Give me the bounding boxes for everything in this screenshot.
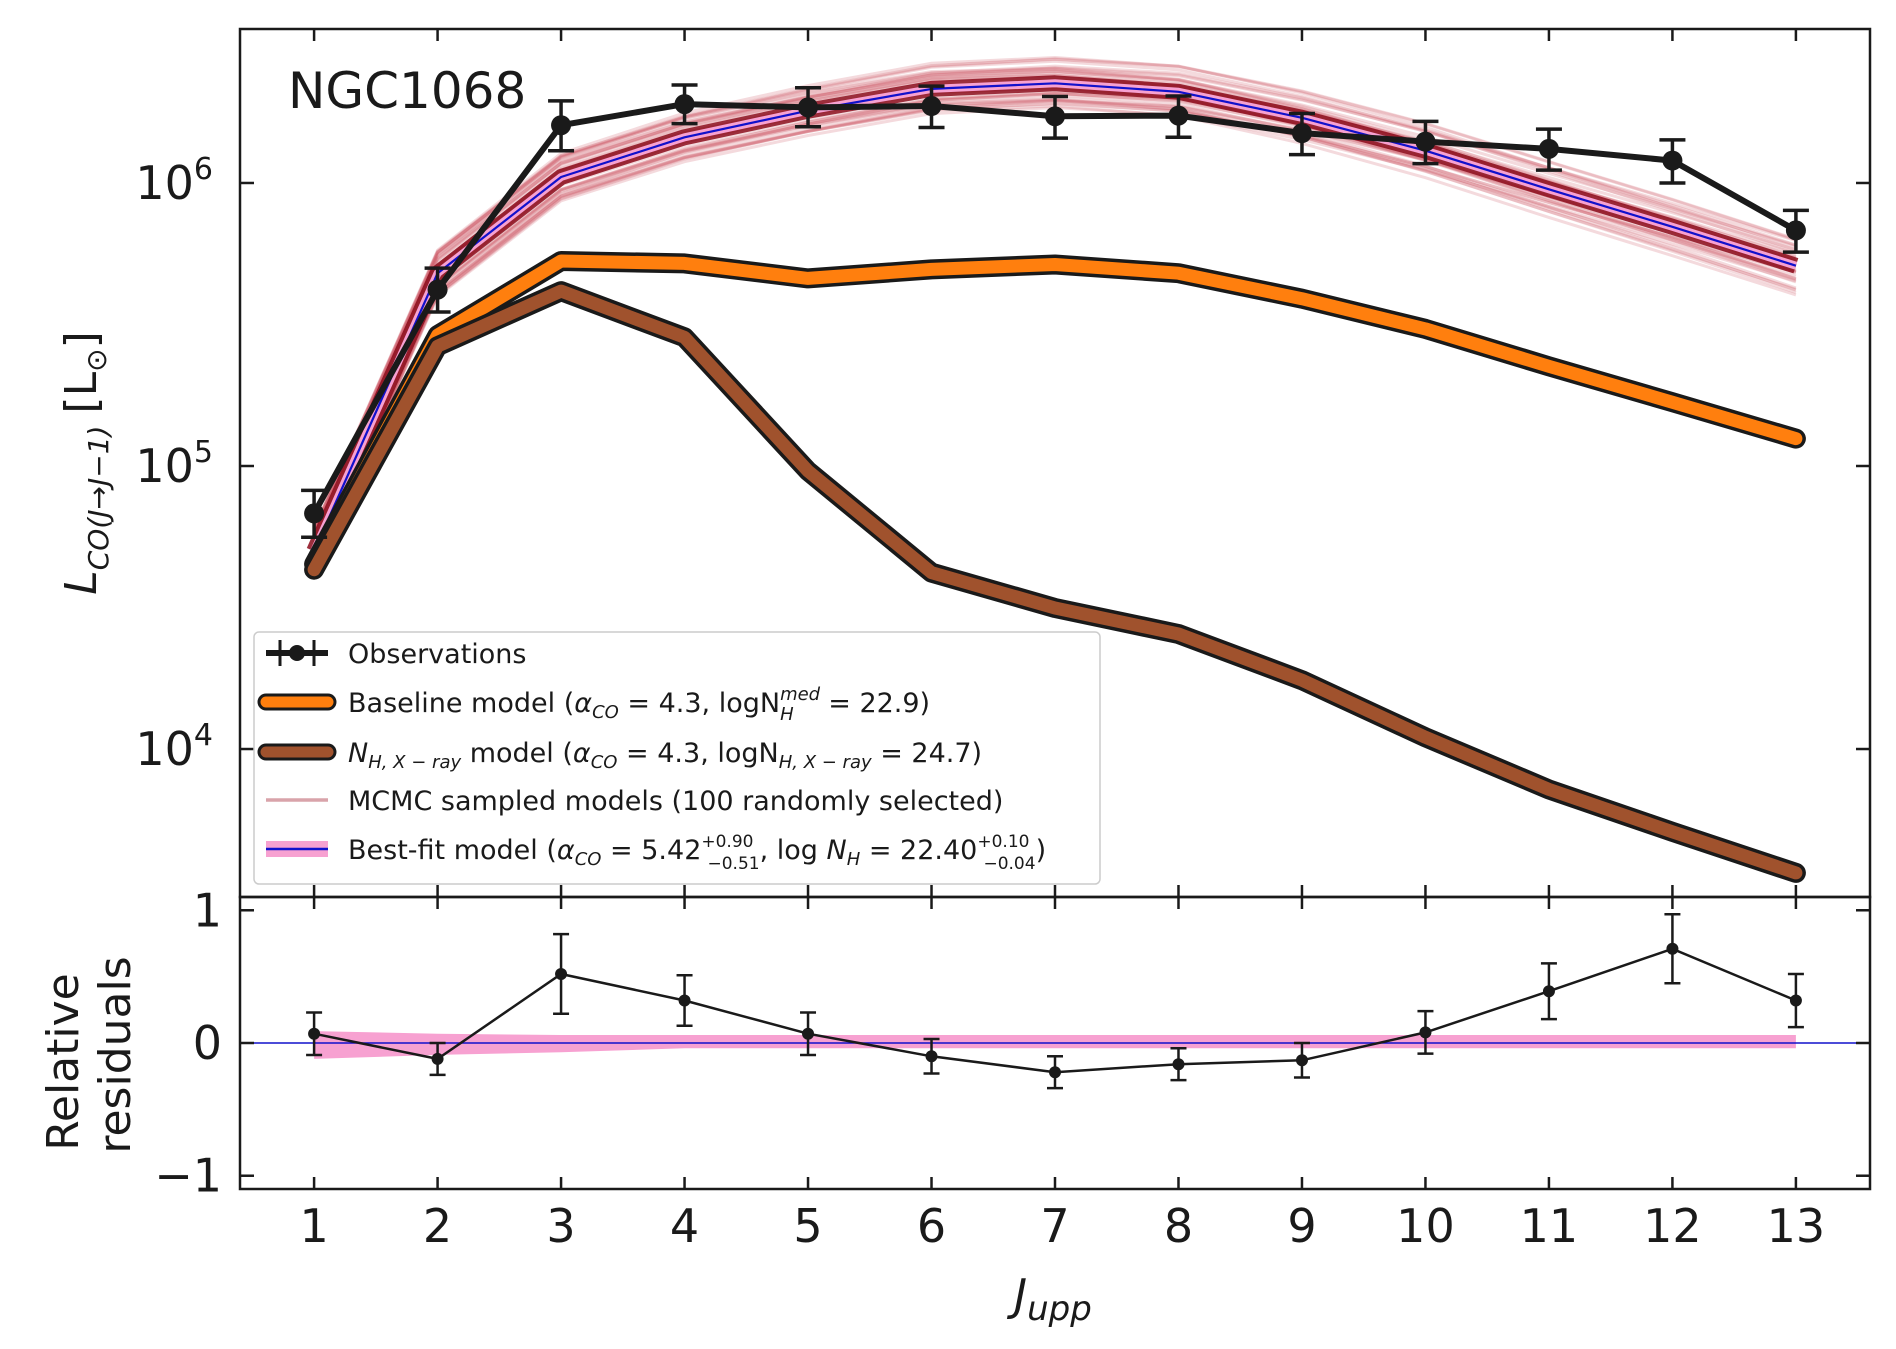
observation-point xyxy=(1415,131,1436,152)
legend-mcmc-label: MCMC sampled models (100 randomly select… xyxy=(348,786,1003,817)
x-tick-label: 12 xyxy=(1643,1199,1702,1253)
x-tick-label: 10 xyxy=(1396,1199,1455,1253)
residual-point xyxy=(431,1052,444,1065)
legend-observations-label: Observations xyxy=(348,639,526,670)
x-tick-label: 7 xyxy=(1040,1199,1069,1253)
mcmc-sample-line xyxy=(312,91,1797,566)
residual-ylabel-line2: residuals xyxy=(90,956,141,1153)
residual-y-tick-label: 1 xyxy=(193,883,222,937)
residual-y-label: Relative residuals xyxy=(38,956,141,1153)
legend-nh-xray-label: NH, X − ray model (αCO = 4.3, logNH, X −… xyxy=(348,738,982,773)
legend: Observations Baseline model (αCO = 4.3, … xyxy=(253,631,1101,885)
bestfit-line xyxy=(313,82,1797,552)
residual-line xyxy=(313,947,1797,1074)
tick-base: 10 xyxy=(135,156,194,210)
observation-point xyxy=(1662,150,1683,171)
residual-point xyxy=(802,1027,815,1040)
legend-entry-bestfit: Best-fit model (αCO = 5.42+0.90 −0.51, lo… xyxy=(266,832,1046,874)
tick-exponent: 6 xyxy=(194,152,213,187)
observation-point xyxy=(674,94,695,115)
residual-ylabel-line1: Relative xyxy=(38,973,89,1150)
observation-point xyxy=(551,115,572,136)
tick-base: 10 xyxy=(135,439,194,493)
ylabel-subscript: CO(J→J−1) xyxy=(82,426,115,571)
mcmc-sample-line xyxy=(312,93,1797,568)
observation-point xyxy=(921,96,942,117)
legend-entry-mcmc: MCMC sampled models (100 randomly select… xyxy=(266,786,1003,817)
x-tick-label: 4 xyxy=(670,1199,699,1253)
x-axis-label: Jupp xyxy=(1006,1270,1092,1329)
tick-base: 10 xyxy=(135,722,194,776)
x-tick-label: 13 xyxy=(1767,1199,1826,1253)
main-y-tick-label: 104 xyxy=(135,718,213,776)
legend-bestfit-label: Best-fit model (αCO = 5.42+0.90 −0.51, lo… xyxy=(348,832,1046,874)
tick-exponent: 5 xyxy=(194,435,213,470)
mcmc-sample-line xyxy=(312,69,1797,532)
main-y-tick-label: 105 xyxy=(135,435,213,493)
ylabel-symbol: L xyxy=(56,570,107,595)
x-tick-label: 11 xyxy=(1520,1199,1579,1253)
observation-point xyxy=(427,279,448,300)
residual-point xyxy=(1049,1066,1061,1079)
residual-y-tick-label: 0 xyxy=(193,1016,222,1070)
observation-point xyxy=(1785,220,1806,241)
main-plot-area xyxy=(301,55,1809,883)
observation-point xyxy=(1168,105,1189,126)
x-tick-label: 6 xyxy=(917,1199,946,1253)
residual-point xyxy=(1295,1054,1308,1067)
residual-point xyxy=(678,994,691,1007)
x-tick-label: 1 xyxy=(299,1199,328,1253)
residual-point xyxy=(1789,994,1802,1007)
legend-box xyxy=(253,631,1101,885)
mcmc-sample-line xyxy=(312,91,1797,572)
x-tick-label: 8 xyxy=(1164,1199,1193,1253)
baseline-model-line xyxy=(307,254,1803,571)
residual-point xyxy=(1666,942,1679,955)
observation-point xyxy=(1045,106,1065,127)
residual-y-tick-label: −1 xyxy=(154,1149,222,1203)
observation-point xyxy=(304,503,325,524)
observation-point xyxy=(1291,123,1312,144)
residual-point xyxy=(1419,1026,1432,1039)
x-tick-label: 3 xyxy=(546,1199,575,1253)
residual-point xyxy=(1542,985,1555,998)
ylabel-unit-sun: ⊙ xyxy=(80,348,113,371)
residual-plot-area xyxy=(240,913,1870,1090)
residual-point xyxy=(925,1050,938,1063)
x-tick-label: 2 xyxy=(423,1199,452,1253)
observation-point xyxy=(1538,138,1559,159)
legend-baseline-label: Baseline model (αCO = 4.3, logNmed H = 22… xyxy=(348,684,930,725)
x-tick-label: 5 xyxy=(793,1199,822,1253)
main-y-label: LCO(J→J−1) [L⊙] xyxy=(56,331,115,595)
legend-entry-baseline: Baseline model (αCO = 4.3, logNmed H = 22… xyxy=(257,684,930,725)
main-y-tick-label: 106 xyxy=(135,152,213,210)
residual-point xyxy=(1172,1058,1185,1071)
tick-exponent: 4 xyxy=(194,718,213,753)
residual-point xyxy=(308,1027,321,1040)
nh-xray-model-line xyxy=(307,284,1803,880)
ylabel-unit-open: [L xyxy=(56,371,107,413)
x-tick-label: 9 xyxy=(1287,1199,1316,1253)
residual-point xyxy=(555,967,568,980)
galaxy-annotation: NGC1068 xyxy=(288,62,526,120)
residual-band xyxy=(314,1031,1796,1059)
legend-entry-observations: Observations xyxy=(266,639,526,670)
legend-entry-nh-xray: NH, X − ray model (αCO = 4.3, logNH, X −… xyxy=(257,738,982,773)
ylabel-unit-close: ] xyxy=(56,331,107,348)
observation-point xyxy=(798,97,819,118)
